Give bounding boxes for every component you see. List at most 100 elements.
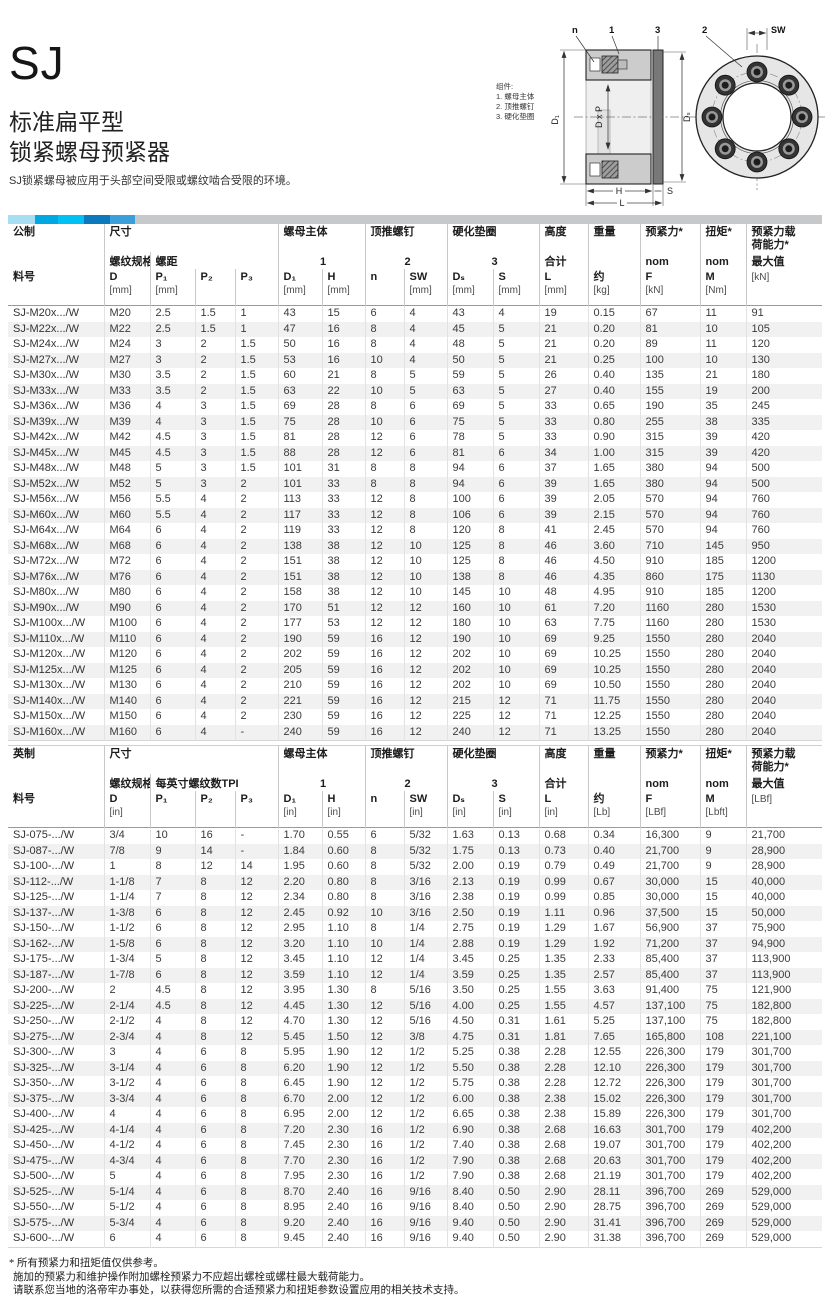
table-cell: 1.61 <box>538 1014 588 1030</box>
table-cell: 0.31 <box>492 1029 539 1045</box>
table-cell: M72 <box>103 554 150 570</box>
table-cell: 75,900 <box>745 921 822 937</box>
table-cell: 3.5 <box>149 368 195 384</box>
table-cell: SJ-125-.../W <box>13 891 75 903</box>
table-cell: M130 <box>103 678 150 694</box>
table-cell: 1.30 <box>321 983 365 999</box>
table-cell: 3.60 <box>587 538 640 554</box>
table-cell: SJ-M56x.../W <box>13 493 80 505</box>
table-cell: 301,700 <box>745 1045 822 1061</box>
table-cell: 7.20 <box>587 600 640 616</box>
table-cell: SJ-M52x.../W <box>13 477 80 490</box>
table-cell: 226,300 <box>639 1107 700 1123</box>
table-cell: 1.5 <box>234 383 278 399</box>
table-cell: 2-1/4 <box>103 998 150 1014</box>
table-cell: 21,700 <box>745 827 822 844</box>
table-cell: 16 <box>364 1215 404 1231</box>
table-cell: 6 <box>149 678 195 694</box>
table-cell: 8 <box>234 1091 278 1107</box>
table-cell: 4.95 <box>587 585 640 601</box>
table-cell: 6 <box>194 1231 235 1247</box>
table-cell: 4 <box>149 1169 195 1185</box>
table-row: SJ-M33x.../W M33 3.5 2 1.5 63 22 10 5 63 5 27 0.40 15… <box>8 383 822 399</box>
table-cell: 5.25 <box>446 1045 493 1061</box>
table-cell: 10 <box>492 678 539 694</box>
group-jack-screw: 顶推螺钉 <box>364 745 447 774</box>
table-cell: 3/4 <box>103 827 150 844</box>
table-cell: 6 <box>149 631 195 647</box>
table-cell: 6 <box>492 476 539 492</box>
col-m: M [Lbft] <box>699 791 746 828</box>
table-cell: 6 <box>194 1153 235 1169</box>
table-cell: 2.28 <box>538 1076 588 1092</box>
table-cell: 7.20 <box>277 1122 322 1138</box>
col-f: F [kN] <box>639 269 700 306</box>
nut-bore-front <box>722 82 792 152</box>
table-cell: 280 <box>699 693 746 709</box>
table-cell: 6 <box>194 1091 235 1107</box>
table-cell: 85,400 <box>639 952 700 968</box>
table-cell: 75 <box>446 414 493 430</box>
table-cell: 106 <box>446 507 493 523</box>
col-p3: P₃ <box>234 791 278 828</box>
table-cell: SJ-162-.../W <box>13 937 75 950</box>
table-cell: 0.13 <box>492 843 539 859</box>
table-cell: 240 <box>446 724 493 741</box>
table-cell: 5.5 <box>149 507 195 523</box>
table-cell: 255 <box>639 414 700 430</box>
table-cell: 6 <box>492 492 539 508</box>
table-cell: 30,000 <box>639 890 700 906</box>
table-cell: 2 <box>234 507 278 523</box>
table-cell: 7.65 <box>587 1029 640 1045</box>
dim-label-dxp: D x P <box>594 106 604 128</box>
table-cell: 8 <box>364 399 404 415</box>
table-cell: 12 <box>234 874 278 890</box>
table-cell: 12.10 <box>587 1060 640 1076</box>
table-cell: 170 <box>277 600 322 616</box>
table-cell: 12 <box>364 445 404 461</box>
table-cell: 6 <box>194 1076 235 1092</box>
table-cell: 53 <box>277 352 322 368</box>
table-cell: 8 <box>194 921 235 937</box>
table-cell: 8 <box>403 492 447 508</box>
table-cell: 2040 <box>745 693 822 709</box>
table-cell: 94 <box>446 476 493 492</box>
group-thread-spec: 螺纹规格 <box>103 774 150 791</box>
table-cell: 335 <box>745 414 822 430</box>
table-cell: 2.20 <box>277 874 322 890</box>
table-row: SJ-M68x.../W M68 6 4 2 138 38 12 10 125 8 46 3.60 710… <box>8 538 822 554</box>
table-cell: 88 <box>277 445 322 461</box>
col-weight: 约 [kg] <box>587 269 640 306</box>
table-cell: 4 <box>149 1200 195 1216</box>
table-cell: 0.92 <box>321 905 365 921</box>
group-thread-spec: 螺纹规格 <box>103 252 150 269</box>
table-row: SJ-M140x.../W M140 6 4 2 221 59 16 12 215 12 71 11.7… <box>8 693 822 709</box>
table-cell: 245 <box>745 399 822 415</box>
table-cell: 8 <box>492 554 539 570</box>
table-cell: 180 <box>745 368 822 384</box>
table-cell: 59 <box>321 678 365 694</box>
table-row: SJ-M56x.../W M56 5.5 4 2 113 33 12 8 100 6 39 2.05 57… <box>8 492 822 508</box>
table-cell: SJ-375-.../W <box>13 1092 75 1105</box>
table-cell: 7.95 <box>277 1169 322 1185</box>
table-cell: 2.38 <box>446 890 493 906</box>
table-cell: 10 <box>492 585 539 601</box>
table-cell: 12 <box>403 616 447 632</box>
table-row: SJ-M160x.../W M160 6 4-240 59 16 12 240 12 71 13.2… <box>8 724 822 741</box>
table-cell: 1.5 <box>234 368 278 384</box>
table-cell: 120 <box>745 337 822 353</box>
table-row: SJ-M150x.../W M150 6 4 2 230 59 16 12 225 12 71 12.2… <box>8 709 822 725</box>
table-cell: SJ-250-.../W <box>13 1015 75 1027</box>
table-cell: 1.65 <box>587 461 640 477</box>
table-cell: 280 <box>699 631 746 647</box>
table-cell: 69 <box>446 399 493 415</box>
table-cell: 75 <box>699 1014 746 1030</box>
table-cell: 4.35 <box>587 569 640 585</box>
table-cell: 5 <box>492 383 539 399</box>
table-cell: 46 <box>538 569 588 585</box>
table-cell: 16 <box>364 709 404 725</box>
table-cell: 21,700 <box>639 859 700 875</box>
table-cell: 6 <box>194 1184 235 1200</box>
table-cell: 28 <box>321 430 365 446</box>
table-cell: 3 <box>194 476 235 492</box>
